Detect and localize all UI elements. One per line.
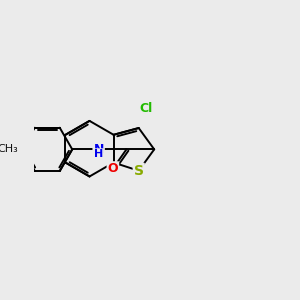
Text: N: N: [94, 143, 104, 156]
Text: H: H: [94, 149, 103, 159]
Text: Cl: Cl: [139, 102, 152, 115]
Text: CH₃: CH₃: [0, 144, 18, 154]
Text: S: S: [134, 164, 144, 178]
Text: O: O: [108, 162, 118, 175]
